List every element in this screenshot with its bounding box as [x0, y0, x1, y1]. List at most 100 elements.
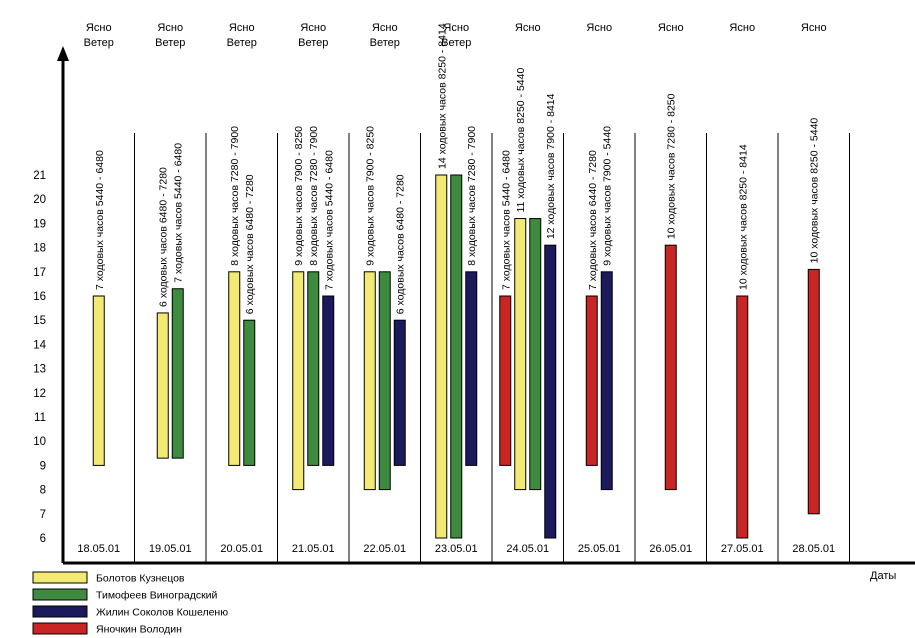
axes: Даты [57, 46, 915, 582]
bar-label: 9 ходовых часов 7900 - 8250 [365, 126, 377, 266]
legend-swatch-zsk [32, 605, 88, 618]
bar-label: 9 ходовых часов 7900 - 5440 [602, 126, 614, 266]
date-label: 27.05.01 [721, 543, 764, 555]
bar-zsk [393, 319, 406, 466]
weather-label: Ясно [586, 22, 612, 34]
date-label: 19.05.01 [149, 543, 192, 555]
date-label: 21.05.01 [292, 543, 335, 555]
weather-label: Ясно [300, 22, 326, 34]
bar-labels: 7 ходовых часов 5440 - 6480 6 ходовых час… [94, 23, 821, 314]
bar-label: 12 ходовых часов 7900 - 8414 [545, 93, 557, 239]
y-tick-label: 8 [40, 485, 46, 497]
legend-label-tv: Тимофеев Виноградский [96, 590, 218, 602]
y-tick-label: 11 [34, 412, 46, 424]
bar-label: 11 ходовых часов 8250 - 5440 [515, 68, 527, 213]
weather-label: Ветер [370, 37, 400, 49]
date-label: 20.05.01 [220, 543, 263, 555]
weather-label: Ветер [155, 37, 185, 49]
legend-swatch-tv [32, 588, 88, 601]
bar-yv [736, 295, 749, 539]
bar-tv [307, 271, 320, 466]
bar-label: 6 ходовых часов 6480 - 7280 [244, 174, 256, 314]
weather-label: Ясно [515, 22, 541, 34]
bar-zsk [544, 244, 557, 539]
bar-label: 9 ходовых часов 7900 - 8250 [293, 126, 305, 266]
bar-label: 8 ходовых часов 7280 - 7900 [466, 126, 478, 266]
bar-label: 6 ходовых часов 6480 - 7280 [158, 167, 170, 307]
bar-series [92, 174, 820, 539]
date-label: 26.05.01 [649, 543, 692, 555]
date-labels: 18.05.01 19.05.01 20.05.01 21.05.01 22.05.01… [77, 543, 835, 555]
weather-label: Ясно [729, 22, 755, 34]
y-tick-label: 13 [33, 364, 46, 376]
bar-label: 7 ходовых часов 6440 - 7280 [587, 150, 599, 290]
legend: Болотов Кузнецов Тимофеев Виноградский Жил… [32, 571, 228, 636]
y-tick-label: 15 [33, 315, 46, 327]
bar-bk [156, 312, 169, 459]
y-tick-label: 16 [33, 291, 46, 303]
bar-label: 7 ходовых часов 5440 - 6480 [94, 150, 106, 290]
bar-label: 7 ходовых часов 5440 - 6480 [173, 143, 185, 283]
y-tick-label: 19 [33, 218, 46, 230]
weather-label: Ясно [801, 22, 827, 34]
bar-bk [435, 174, 448, 539]
legend-swatch-yv [32, 622, 88, 635]
y-tick-label: 14 [33, 339, 46, 351]
y-tick-label: 6 [40, 533, 46, 545]
y-tick-label: 10 [33, 436, 46, 448]
weather-label: Ветер [227, 37, 257, 49]
weather-label: Ясно [443, 22, 469, 34]
legend-label-bk: Болотов Кузнецов [96, 573, 185, 585]
bar-label: 7 ходовых часов 5440 - 6480 [323, 150, 335, 290]
bar-yv [664, 244, 677, 491]
bar-tv [529, 218, 542, 491]
bar-bk [92, 295, 105, 466]
weather-label: Ветер [84, 37, 114, 49]
date-label: 23.05.01 [435, 543, 478, 555]
bar-bk [514, 218, 527, 491]
bar-zsk [322, 295, 335, 466]
date-label: 18.05.01 [77, 543, 120, 555]
weather-label: Ясно [229, 22, 255, 34]
bar-label: 10 ходовых часов 8250 - 8414 [737, 144, 749, 290]
weather-label: Ветер [298, 37, 328, 49]
y-tick-label: 7 [40, 509, 46, 521]
bar-zsk [600, 271, 613, 491]
bar-bk [228, 271, 241, 466]
chart-day-dividers [134, 133, 850, 563]
bar-label: 10 ходовых часов 7280 - 8250 [666, 93, 678, 239]
x-axis-label: Даты [870, 570, 896, 582]
y-tick-label: 12 [33, 388, 46, 400]
bar-yv [499, 295, 512, 466]
y-tick-label: 20 [33, 194, 46, 206]
bar-tv [243, 319, 256, 466]
date-label: 24.05.01 [506, 543, 549, 555]
bar-tv [378, 271, 391, 491]
legend-label-yv: Яночкин Володин [96, 624, 182, 636]
y-tick-label: 18 [33, 243, 46, 255]
y-axis-arrow [57, 46, 69, 61]
date-label: 25.05.01 [578, 543, 621, 555]
bar-yv [585, 295, 598, 466]
y-tick-label: 17 [33, 267, 46, 279]
weather-label: Ясно [86, 22, 112, 34]
weather-label: Ясно [157, 22, 183, 34]
y-tick-label: 9 [40, 460, 46, 472]
bar-label: 14 ходовых часов 8250 - 8414 [436, 23, 448, 169]
legend-swatch-bk [32, 571, 88, 584]
weather-label: Ясно [658, 22, 684, 34]
y-tick-label: 21 [33, 170, 46, 182]
legend-label-zsk: Жилин Соколов Кошеленю [96, 607, 228, 619]
weather-labels: Ясно Ветер Ясно Ветер Ясно Ветер Ясно Ветер Ясно… [84, 22, 827, 49]
bar-yv [807, 268, 820, 515]
bar-label: 8 ходовых часов 7280 - 7900 [229, 126, 241, 266]
bar-label: 8 ходовых часов 7280 - 7900 [308, 126, 320, 266]
date-label: 28.05.01 [792, 543, 835, 555]
bar-label: 7 ходовых часов 5440 - 6480 [500, 150, 512, 290]
bar-zsk [465, 271, 478, 466]
bar-tv [450, 174, 463, 539]
weather-label: Ясно [372, 22, 398, 34]
date-label: 22.05.01 [363, 543, 406, 555]
bar-bk [292, 271, 305, 491]
weather-label: Ветер [441, 37, 471, 49]
